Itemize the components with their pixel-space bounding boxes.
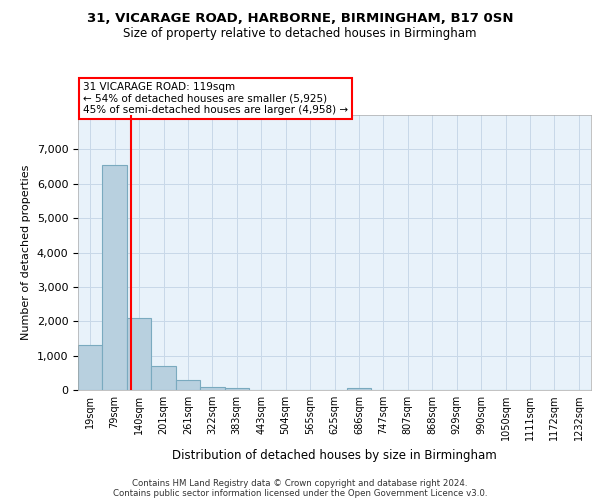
Bar bbox=[103, 165, 127, 390]
Text: 31, VICARAGE ROAD, HARBORNE, BIRMINGHAM, B17 0SN: 31, VICARAGE ROAD, HARBORNE, BIRMINGHAM,… bbox=[87, 12, 513, 26]
Text: Contains HM Land Registry data © Crown copyright and database right 2024.: Contains HM Land Registry data © Crown c… bbox=[132, 478, 468, 488]
Text: Size of property relative to detached houses in Birmingham: Size of property relative to detached ho… bbox=[123, 28, 477, 40]
Bar bbox=[127, 318, 151, 390]
Bar bbox=[224, 388, 249, 390]
Bar bbox=[151, 366, 176, 390]
Bar bbox=[347, 388, 371, 390]
X-axis label: Distribution of detached houses by size in Birmingham: Distribution of detached houses by size … bbox=[172, 448, 497, 462]
Y-axis label: Number of detached properties: Number of detached properties bbox=[21, 165, 31, 340]
Bar bbox=[200, 386, 224, 390]
Bar bbox=[176, 380, 200, 390]
Text: 31 VICARAGE ROAD: 119sqm
← 54% of detached houses are smaller (5,925)
45% of sem: 31 VICARAGE ROAD: 119sqm ← 54% of detach… bbox=[83, 82, 348, 115]
Bar bbox=[78, 346, 103, 390]
Text: Contains public sector information licensed under the Open Government Licence v3: Contains public sector information licen… bbox=[113, 488, 487, 498]
